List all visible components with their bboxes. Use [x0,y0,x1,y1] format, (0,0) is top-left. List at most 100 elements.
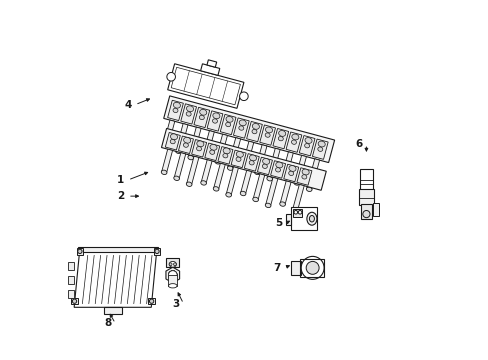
Polygon shape [246,121,262,142]
Polygon shape [187,156,193,160]
Polygon shape [304,144,309,148]
Polygon shape [227,138,240,169]
Polygon shape [178,136,193,153]
Polygon shape [218,147,232,164]
Polygon shape [249,155,256,161]
Polygon shape [306,187,311,192]
Ellipse shape [301,256,324,279]
Polygon shape [254,145,266,173]
Polygon shape [270,161,285,178]
Bar [103,307,122,314]
Polygon shape [194,107,209,127]
Polygon shape [272,129,288,149]
Polygon shape [252,123,259,129]
Ellipse shape [168,271,177,279]
Polygon shape [294,155,306,184]
Polygon shape [318,141,325,147]
Polygon shape [280,181,290,205]
Polygon shape [201,160,212,184]
Polygon shape [196,147,201,151]
Bar [285,214,290,225]
Bar [290,207,316,230]
Polygon shape [173,102,180,108]
Polygon shape [181,104,196,124]
Polygon shape [78,247,158,252]
Bar [372,203,379,216]
Polygon shape [242,164,247,168]
Bar [359,169,372,191]
Polygon shape [226,167,238,195]
Bar [67,262,74,270]
Polygon shape [225,116,233,122]
Bar [148,298,155,305]
Polygon shape [200,64,219,75]
Text: 2: 2 [117,191,124,201]
Polygon shape [209,144,217,150]
Polygon shape [186,182,192,186]
Polygon shape [212,119,217,123]
Bar [166,258,179,267]
Polygon shape [306,159,319,190]
Polygon shape [251,129,256,134]
Polygon shape [231,150,245,168]
Ellipse shape [169,263,172,266]
Polygon shape [213,163,225,189]
Polygon shape [265,203,270,208]
Text: 7: 7 [272,263,280,273]
Polygon shape [163,120,174,145]
Polygon shape [199,109,206,115]
Polygon shape [257,157,272,175]
Polygon shape [283,164,298,182]
Polygon shape [186,112,191,116]
Polygon shape [165,267,179,283]
Polygon shape [173,176,179,180]
Text: 8: 8 [104,319,112,328]
Polygon shape [240,191,245,196]
Polygon shape [176,123,187,152]
Bar [290,261,301,275]
Text: 1: 1 [117,175,124,185]
Polygon shape [288,171,293,176]
Polygon shape [183,143,188,147]
Bar [67,291,74,298]
Polygon shape [212,113,220,119]
Polygon shape [305,138,311,143]
Bar [360,204,371,220]
Text: 6: 6 [355,139,362,149]
Polygon shape [281,175,286,179]
Polygon shape [202,153,208,158]
Bar [67,276,74,284]
Polygon shape [265,177,277,206]
Ellipse shape [168,271,177,279]
Ellipse shape [305,261,319,274]
Polygon shape [166,72,175,81]
Polygon shape [267,148,280,179]
Polygon shape [275,162,282,168]
Polygon shape [238,126,244,130]
Polygon shape [225,122,230,127]
Polygon shape [264,133,269,137]
Polygon shape [196,141,203,147]
Polygon shape [163,143,168,147]
Polygon shape [206,60,216,67]
Polygon shape [223,148,230,154]
Polygon shape [203,131,214,156]
Ellipse shape [173,263,176,266]
Polygon shape [262,164,267,168]
Polygon shape [174,153,185,179]
Polygon shape [162,149,172,173]
Bar [77,248,83,255]
Polygon shape [242,141,253,167]
Polygon shape [183,138,190,143]
Polygon shape [188,127,201,158]
Polygon shape [74,252,156,307]
Polygon shape [265,127,272,133]
Polygon shape [253,174,264,200]
Polygon shape [259,125,275,145]
Polygon shape [209,150,214,154]
Ellipse shape [168,271,177,279]
Ellipse shape [168,271,177,279]
Ellipse shape [293,211,297,214]
Polygon shape [252,197,258,202]
Bar [168,275,177,286]
